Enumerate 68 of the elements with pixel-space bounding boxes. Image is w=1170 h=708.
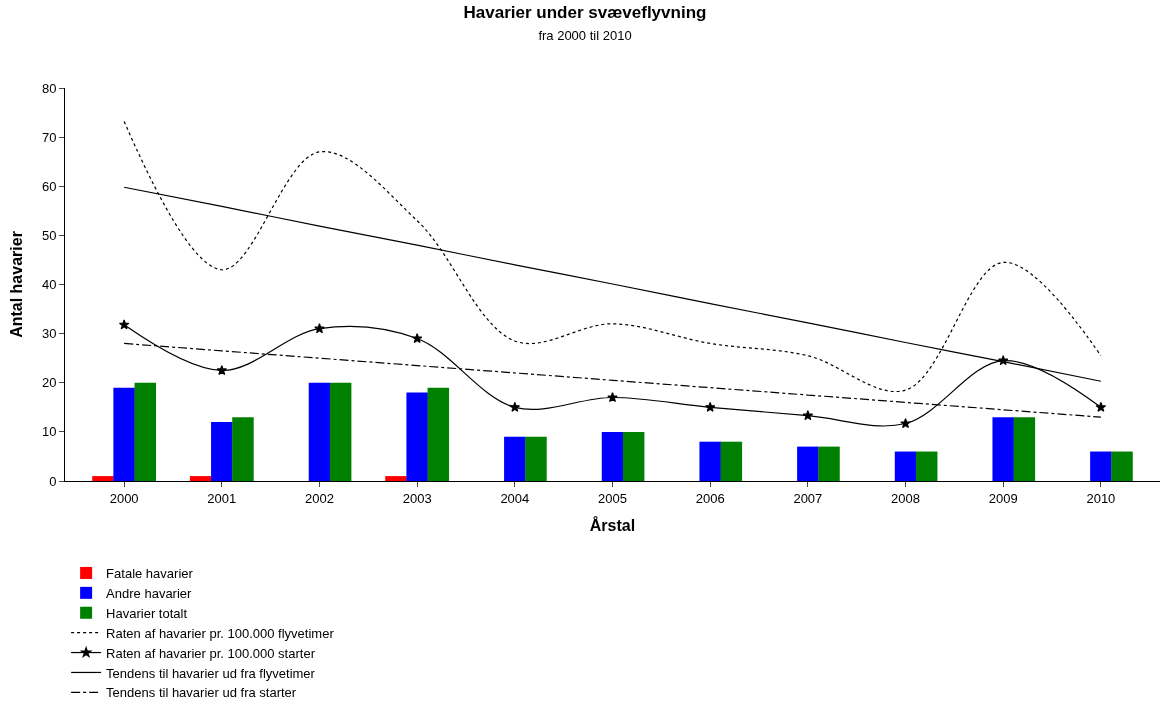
y-tick-label: 70 xyxy=(41,129,57,145)
y-tick-label: 50 xyxy=(41,227,57,243)
y-tick-label: 80 xyxy=(41,80,57,96)
point xyxy=(509,401,521,412)
legend-label: Tendens til havarier ud fra flyvetimer xyxy=(106,665,316,681)
bar xyxy=(406,392,428,481)
x-tick-label: 2004 xyxy=(500,490,530,506)
bar xyxy=(385,476,407,481)
y-tick-label: 30 xyxy=(41,326,57,342)
bar xyxy=(211,422,233,481)
bar xyxy=(1013,417,1036,481)
y-tick-label: 20 xyxy=(41,375,57,391)
x-tick-label: 2008 xyxy=(891,490,920,506)
x-tick-label: 2000 xyxy=(109,490,139,506)
chart-title: Havarier under svæveflyvning xyxy=(463,2,707,22)
bar xyxy=(818,446,840,481)
bar xyxy=(189,476,212,481)
point xyxy=(607,391,618,403)
point xyxy=(118,319,130,330)
bar xyxy=(308,382,331,481)
y-tick-label: 60 xyxy=(41,178,57,194)
point xyxy=(216,364,228,376)
bar xyxy=(915,451,938,481)
bar xyxy=(525,436,547,481)
bar xyxy=(427,387,450,481)
legend-label: Fatale havarier xyxy=(106,566,194,582)
bar xyxy=(601,431,624,481)
bar xyxy=(92,476,114,481)
x-tick-label: 2006 xyxy=(695,490,725,506)
bar xyxy=(622,431,645,481)
bar xyxy=(232,417,254,481)
point xyxy=(1095,401,1107,412)
x-tick-label: 2009 xyxy=(988,490,1018,506)
bar xyxy=(504,436,526,481)
y-axis-title: Antal havarier xyxy=(7,231,25,338)
x-tick-label: 2010 xyxy=(1086,490,1116,506)
x-axis-title: Årstal xyxy=(589,516,636,535)
bar xyxy=(699,441,721,481)
point xyxy=(900,418,911,429)
legend-label: Raten af havarier pr. 100.000 starter xyxy=(106,645,316,661)
point xyxy=(704,401,716,412)
bar xyxy=(134,382,157,481)
bar xyxy=(329,382,352,481)
point xyxy=(802,410,814,421)
bar xyxy=(1090,451,1112,481)
x-tick-label: 2005 xyxy=(598,490,627,506)
bar xyxy=(1111,451,1133,481)
x-tick-label: 2002 xyxy=(305,490,334,506)
x-tick-label: 2001 xyxy=(207,490,237,506)
bar xyxy=(894,451,917,481)
point xyxy=(411,333,423,344)
line-series xyxy=(123,120,1102,392)
legend-label: Andre havarier xyxy=(106,585,193,601)
bar xyxy=(992,417,1014,481)
legend-label: Tendens til havarier ud fra starter xyxy=(106,685,297,701)
point xyxy=(997,355,1009,366)
y-tick-label: 0 xyxy=(49,473,57,489)
point xyxy=(314,323,325,334)
x-tick-label: 2003 xyxy=(402,490,432,506)
legend-label: Havarier totalt xyxy=(106,605,188,621)
bar xyxy=(720,441,743,481)
bar xyxy=(797,446,819,481)
legend-label: Raten af havarier pr. 100.000 flyvetimer xyxy=(106,625,335,641)
chart-subtitle: fra 2000 til 2010 xyxy=(538,27,632,43)
y-tick-label: 10 xyxy=(41,424,57,440)
y-tick-label: 40 xyxy=(41,277,57,293)
bar xyxy=(113,387,135,481)
x-tick-label: 2007 xyxy=(793,490,823,506)
